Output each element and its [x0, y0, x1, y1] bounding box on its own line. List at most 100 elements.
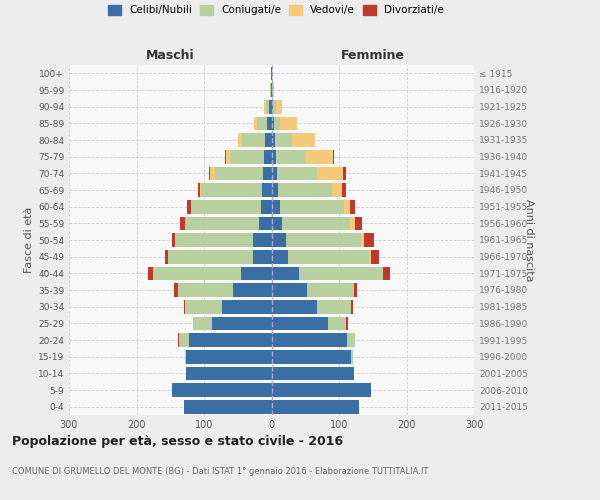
- Bar: [187, 366, 271, 380]
- Bar: [191, 200, 262, 213]
- Bar: [222, 300, 271, 314]
- Bar: [347, 333, 355, 347]
- Bar: [292, 133, 316, 147]
- Bar: [189, 333, 271, 347]
- Bar: [271, 183, 278, 197]
- Bar: [306, 150, 333, 164]
- Bar: [317, 300, 351, 314]
- Bar: [271, 300, 317, 314]
- Bar: [343, 166, 346, 180]
- Bar: [271, 166, 277, 180]
- Bar: [271, 116, 274, 130]
- Bar: [172, 383, 271, 397]
- Y-axis label: Anni di nascita: Anni di nascita: [524, 198, 533, 281]
- Legend: Celibi/Nubili, Coniugati/e, Vedovi/e, Divorziati/e: Celibi/Nubili, Coniugati/e, Vedovi/e, Di…: [108, 5, 444, 15]
- Bar: [271, 350, 351, 364]
- Bar: [175, 283, 178, 297]
- Bar: [271, 83, 272, 97]
- Bar: [271, 283, 307, 297]
- Bar: [271, 150, 275, 164]
- Bar: [277, 166, 317, 180]
- Bar: [269, 100, 271, 114]
- Bar: [262, 183, 271, 197]
- Bar: [271, 366, 354, 380]
- Bar: [271, 333, 347, 347]
- Bar: [259, 216, 271, 230]
- Bar: [344, 200, 350, 213]
- Bar: [187, 350, 271, 364]
- Bar: [371, 250, 379, 264]
- Bar: [317, 166, 343, 180]
- Bar: [350, 216, 355, 230]
- Bar: [271, 316, 328, 330]
- Bar: [271, 66, 272, 80]
- Bar: [361, 233, 364, 247]
- Bar: [178, 333, 179, 347]
- Bar: [184, 300, 185, 314]
- Bar: [264, 100, 266, 114]
- Bar: [264, 150, 271, 164]
- Bar: [200, 183, 202, 197]
- Bar: [148, 266, 154, 280]
- Bar: [193, 316, 212, 330]
- Bar: [364, 233, 374, 247]
- Bar: [271, 100, 273, 114]
- Bar: [328, 316, 346, 330]
- Bar: [332, 183, 343, 197]
- Bar: [289, 250, 370, 264]
- Bar: [343, 183, 346, 197]
- Bar: [274, 116, 280, 130]
- Bar: [271, 400, 359, 413]
- Bar: [273, 100, 275, 114]
- Bar: [175, 233, 253, 247]
- Text: Popolazione per età, sesso e stato civile - 2016: Popolazione per età, sesso e stato civil…: [12, 435, 343, 448]
- Bar: [271, 266, 299, 280]
- Bar: [280, 200, 344, 213]
- Bar: [168, 250, 253, 264]
- Bar: [270, 83, 271, 97]
- Bar: [280, 116, 297, 130]
- Bar: [209, 166, 210, 180]
- Text: Femmine: Femmine: [341, 48, 405, 62]
- Bar: [253, 250, 271, 264]
- Bar: [242, 133, 265, 147]
- Bar: [275, 100, 283, 114]
- Bar: [354, 283, 357, 297]
- Bar: [212, 316, 271, 330]
- Bar: [210, 166, 215, 180]
- Bar: [265, 133, 271, 147]
- Bar: [184, 400, 271, 413]
- Text: COMUNE DI GRUMELLO DEL MONTE (BG) - Dati ISTAT 1° gennaio 2016 - Elaborazione TU: COMUNE DI GRUMELLO DEL MONTE (BG) - Dati…: [12, 468, 428, 476]
- Bar: [346, 316, 348, 330]
- Bar: [283, 216, 350, 230]
- Bar: [178, 283, 233, 297]
- Bar: [187, 200, 191, 213]
- Bar: [272, 83, 273, 97]
- Bar: [185, 216, 259, 230]
- Bar: [180, 216, 185, 230]
- Bar: [383, 266, 389, 280]
- Bar: [333, 150, 334, 164]
- Bar: [271, 200, 280, 213]
- Bar: [185, 300, 222, 314]
- Bar: [271, 133, 275, 147]
- Bar: [225, 150, 226, 164]
- Bar: [230, 150, 264, 164]
- Bar: [266, 100, 269, 114]
- Bar: [351, 350, 353, 364]
- Bar: [215, 166, 263, 180]
- Bar: [370, 250, 371, 264]
- Bar: [154, 266, 241, 280]
- Y-axis label: Fasce di età: Fasce di età: [24, 207, 34, 273]
- Bar: [351, 300, 353, 314]
- Bar: [299, 266, 383, 280]
- Text: Maschi: Maschi: [146, 48, 194, 62]
- Bar: [241, 266, 271, 280]
- Bar: [271, 250, 289, 264]
- Bar: [226, 150, 230, 164]
- Bar: [275, 150, 306, 164]
- Bar: [254, 116, 257, 130]
- Bar: [286, 233, 361, 247]
- Bar: [263, 166, 271, 180]
- Bar: [257, 116, 268, 130]
